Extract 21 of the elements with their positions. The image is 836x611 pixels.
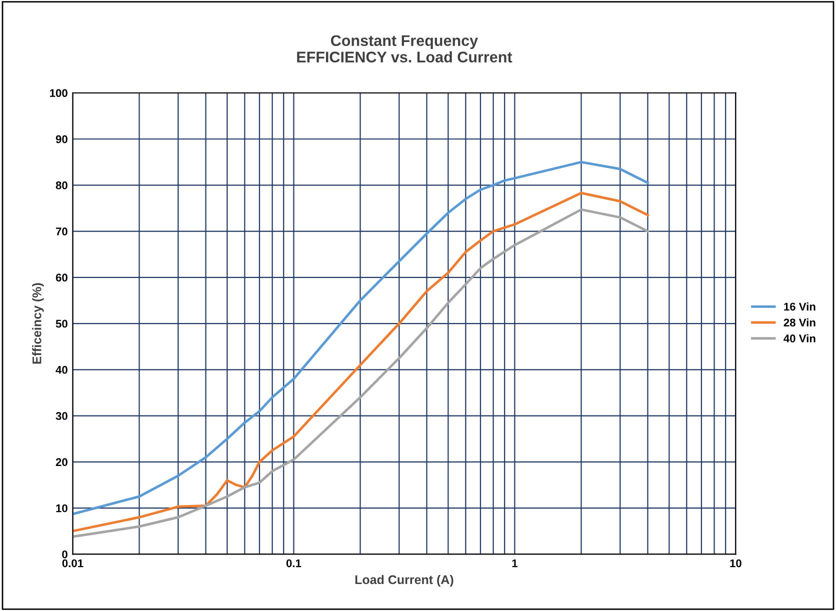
legend-label: 28 Vin — [784, 318, 816, 327]
legend-label: 40 Vin — [784, 334, 816, 342]
y-tick-label: 30 — [56, 412, 68, 420]
y-tick-label: 70 — [56, 228, 68, 236]
y-tick-label: 100 — [50, 89, 68, 98]
chart-title: Constant Frequency EFFICIENCY vs. Load Current — [297, 35, 512, 62]
y-axis-title: Efficeincy (%) — [32, 283, 44, 364]
x-tick-label: 1 — [512, 559, 518, 568]
x-axis-title: Load Current (A) — [355, 574, 454, 587]
y-tick-label: 80 — [56, 181, 68, 190]
x-tick-label: 0.1 — [286, 559, 302, 568]
x-tick-label: 0.01 — [62, 559, 84, 568]
y-tick-label: 0 — [62, 550, 68, 558]
y-tick-label: 50 — [56, 320, 68, 328]
y-tick-label: 40 — [56, 366, 68, 374]
y-tick-label: 20 — [56, 458, 68, 466]
legend-label: 16 Vin — [784, 302, 816, 311]
y-tick-label: 60 — [56, 274, 68, 282]
y-tick-label: 10 — [56, 504, 68, 512]
y-tick-label: 90 — [56, 135, 68, 144]
x-tick-label: 10 — [730, 559, 742, 568]
